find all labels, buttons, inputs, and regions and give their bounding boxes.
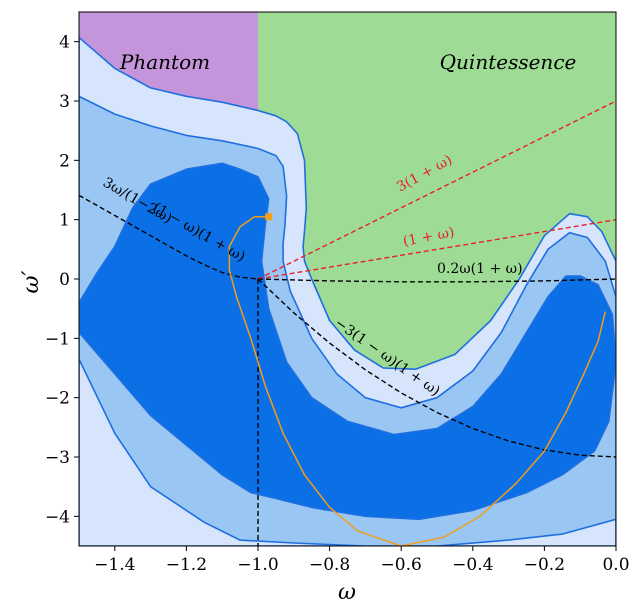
- y-tick-label-3: −1: [45, 329, 70, 349]
- y-tick-label-4: 0: [59, 270, 70, 290]
- y-axis: −4 −3 −2 −1 0 1 2 3 4: [45, 33, 79, 527]
- x-axis-title: ω: [338, 580, 356, 605]
- x-tick-label-4: −0.6: [381, 555, 422, 575]
- x-tick-label-7: 0.0: [602, 555, 629, 575]
- reference-line-1: [257, 100, 616, 280]
- y-tick-label-6: 2: [59, 151, 70, 171]
- annotation-0.2w-1-plus-w: 0.2ω(1 + ω): [437, 261, 523, 277]
- y-tick-label-2: −2: [45, 389, 70, 409]
- region-label-quintessence: Quintessence: [440, 50, 577, 74]
- reference-line-0: [257, 219, 616, 280]
- y-tick-label-7: 3: [59, 92, 70, 112]
- marker-0: [265, 213, 273, 221]
- y-tick-label-0: −4: [45, 507, 70, 527]
- plot-area: [79, 12, 616, 546]
- y-tick-label-5: 1: [59, 211, 70, 231]
- markers: [265, 213, 273, 221]
- region-label-phantom: Phantom: [119, 50, 210, 74]
- trajectory-curve: [228, 215, 607, 546]
- y-tick-label-8: 4: [59, 33, 70, 53]
- x-tick-label-0: −1.4: [94, 555, 135, 575]
- y-tick-label-1: −3: [45, 448, 70, 468]
- contour-inner: [79, 162, 616, 521]
- x-tick-label-6: −0.2: [524, 555, 565, 575]
- x-tick-label-2: −1.0: [237, 555, 278, 575]
- x-tick-label-3: −0.8: [309, 555, 350, 575]
- x-tick-label-5: −0.4: [452, 555, 493, 575]
- x-axis: −1.4 −1.2 −1.0 −0.8 −0.6 −0.4 −0.2 0.0: [94, 546, 630, 575]
- reference-line-2: [257, 278, 616, 283]
- x-tick-label-1: −1.2: [166, 555, 207, 575]
- reference-line-4: [79, 194, 259, 280]
- reference-line-3: [257, 278, 616, 458]
- reference-lines: [79, 100, 616, 546]
- y-axis-title: ω′: [19, 271, 44, 294]
